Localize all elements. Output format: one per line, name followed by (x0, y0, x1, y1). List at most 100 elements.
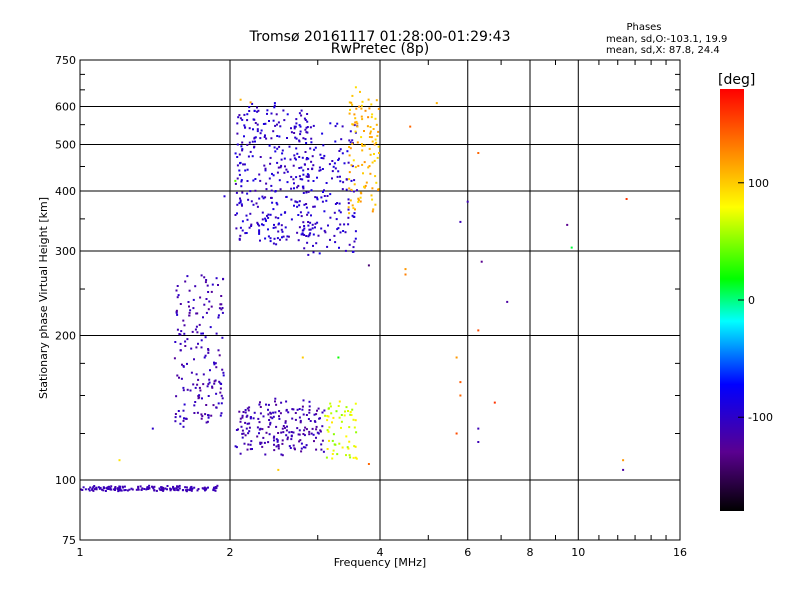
data-point (276, 123, 278, 126)
data-point (370, 103, 373, 106)
data-point (311, 155, 314, 158)
data-point (89, 486, 92, 489)
data-point (345, 435, 348, 438)
data-point (199, 296, 202, 299)
data-point (308, 405, 311, 408)
data-point (282, 425, 285, 427)
data-point (207, 414, 210, 417)
data-point (254, 136, 257, 139)
data-point (377, 145, 380, 148)
data-point (274, 190, 277, 193)
data-point (148, 487, 151, 490)
data-point (298, 175, 301, 178)
data-point (197, 342, 199, 345)
data-point (207, 348, 210, 350)
data-point (265, 431, 268, 434)
data-point (177, 485, 180, 488)
data-point (246, 192, 249, 195)
data-point (267, 228, 269, 231)
axis-ticks: 1 2 4 6 8 10 16 75 100 200 300 400 500 600 750 (55, 54, 687, 559)
data-point (201, 397, 203, 400)
data-point (174, 420, 177, 423)
data-point (202, 373, 205, 376)
data-point (281, 427, 284, 430)
data-point (148, 484, 151, 487)
data-point (188, 489, 191, 492)
data-point (239, 117, 242, 120)
data-point (258, 421, 261, 424)
data-point (317, 234, 320, 237)
data-point (151, 427, 154, 430)
data-point (298, 167, 301, 169)
data-point (239, 98, 242, 101)
data-point (348, 454, 351, 457)
data-point (299, 419, 302, 422)
data-point (215, 332, 218, 335)
data-point (308, 400, 311, 403)
data-point (246, 218, 249, 221)
data-point (236, 143, 239, 146)
data-point (304, 426, 307, 429)
data-point (290, 127, 292, 130)
data-point (304, 446, 307, 449)
data-point (268, 177, 271, 180)
data-point (177, 410, 180, 412)
data-point (246, 180, 249, 182)
data-point (244, 409, 247, 411)
data-point (368, 107, 371, 110)
data-point (353, 212, 356, 215)
data-point (329, 238, 331, 241)
data-point (209, 326, 212, 329)
data-point (331, 160, 334, 162)
data-point (360, 115, 363, 118)
data-point (305, 158, 308, 161)
data-point (305, 142, 308, 144)
data-point (340, 138, 343, 141)
data-point (182, 389, 185, 392)
data-point (304, 138, 307, 141)
data-point (204, 354, 207, 357)
data-point (267, 235, 270, 238)
data-point (257, 223, 259, 226)
data-point (176, 285, 179, 287)
data-point (276, 135, 279, 137)
data-point (301, 232, 304, 235)
data-point (254, 140, 256, 143)
y-tick-label: 600 (55, 101, 76, 114)
data-point (312, 433, 315, 436)
y-tick-label: 750 (55, 54, 76, 67)
data-point (244, 169, 247, 172)
data-point (371, 140, 374, 143)
data-point (320, 157, 323, 159)
data-point (280, 224, 283, 227)
data-point (176, 313, 179, 316)
data-point (459, 381, 462, 384)
data-point (310, 189, 313, 192)
data-point (348, 112, 351, 115)
data-point (241, 149, 244, 152)
data-point (348, 178, 351, 181)
data-point (247, 198, 250, 201)
data-point (361, 100, 364, 103)
data-point (176, 328, 179, 331)
data-point (155, 489, 158, 492)
data-point (195, 325, 198, 328)
data-point (282, 235, 285, 238)
data-point (264, 169, 267, 172)
data-point (297, 433, 300, 436)
data-point (274, 150, 277, 153)
data-point (477, 329, 480, 332)
data-point (278, 410, 281, 413)
data-point (290, 131, 293, 134)
data-point (259, 156, 262, 158)
data-point (258, 197, 261, 200)
data-point (256, 130, 259, 133)
data-point (193, 486, 196, 489)
data-point (455, 432, 458, 435)
data-point (139, 485, 142, 488)
data-point (205, 404, 208, 406)
data-point (246, 168, 249, 171)
data-point (324, 414, 327, 417)
data-point (153, 485, 156, 488)
data-point (241, 191, 244, 194)
